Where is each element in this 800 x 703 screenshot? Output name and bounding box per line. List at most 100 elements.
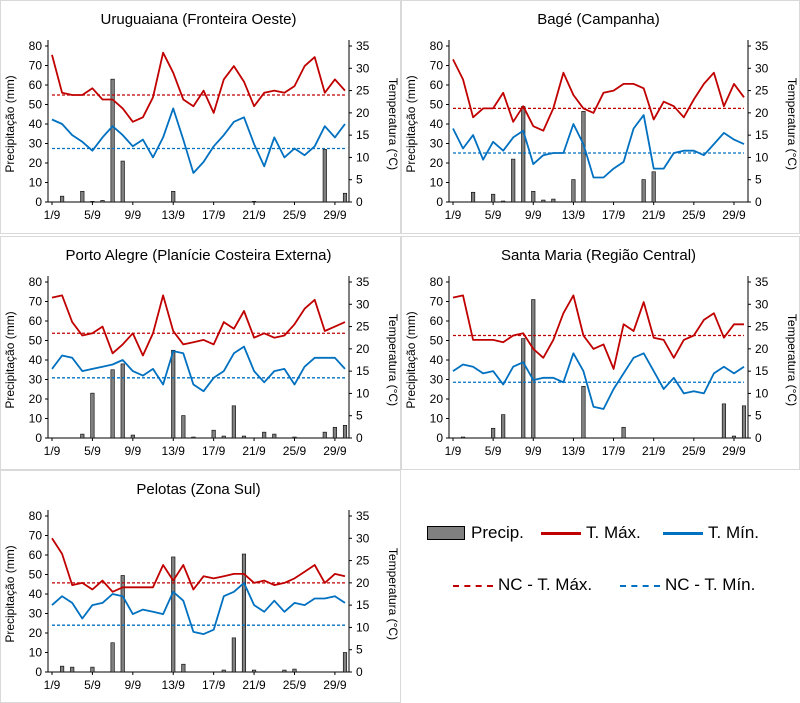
y-tick-label-right: 10 bbox=[356, 386, 370, 400]
y-axis-title-left: Precipitação (mm) bbox=[3, 75, 17, 172]
y-axis-title-right: Temperatura (°C) bbox=[785, 78, 799, 170]
y-tick-label-right: 5 bbox=[356, 643, 363, 657]
y-tick-label-left: 50 bbox=[29, 334, 43, 348]
y-tick-label-right: 10 bbox=[356, 620, 370, 634]
precip-bar bbox=[731, 435, 737, 439]
x-tick-label: 29/9 bbox=[722, 208, 746, 222]
precip-bar bbox=[501, 414, 506, 439]
x-tick-label: 25/9 bbox=[682, 444, 706, 458]
y-tick-label-left: 60 bbox=[29, 78, 43, 92]
chart-svg: Bagé (Campanha) 0 10 20 30 40 50 60 70 80 0 5 10 15 20… bbox=[401, 0, 800, 234]
x-tick-label: 5/9 bbox=[84, 444, 101, 458]
precip-bar bbox=[282, 669, 287, 673]
precip-bar bbox=[501, 200, 506, 203]
legend-label-tmax: T. Máx. bbox=[586, 523, 641, 542]
precip-bar bbox=[471, 191, 476, 203]
precip-bar bbox=[110, 642, 115, 673]
precip-bar bbox=[322, 149, 327, 203]
x-tick-label: 13/9 bbox=[162, 444, 186, 458]
y-tick-label-left: 30 bbox=[29, 137, 43, 151]
y-tick-label-right: 20 bbox=[356, 576, 370, 590]
y-tick-label-right: 5 bbox=[356, 409, 363, 423]
precip-bar bbox=[90, 666, 95, 673]
y-tick-label-left: 10 bbox=[29, 412, 43, 426]
y-tick-label-right: 20 bbox=[356, 106, 370, 120]
precip-bar bbox=[581, 111, 586, 203]
precip-bar bbox=[120, 363, 125, 439]
y-tick-label-left: 50 bbox=[29, 98, 43, 112]
precip-bar bbox=[531, 190, 536, 203]
y-tick-label-left: 0 bbox=[436, 431, 443, 445]
precip-bar bbox=[181, 415, 186, 439]
precip-bar bbox=[521, 338, 526, 439]
legend-label-nc-tmin: NC - T. Mín. bbox=[665, 575, 756, 594]
y-tick-label-left: 80 bbox=[29, 509, 43, 523]
y-tick-label-left: 70 bbox=[430, 59, 444, 73]
y-tick-label-left: 0 bbox=[35, 665, 42, 679]
y-tick-label-left: 40 bbox=[29, 117, 43, 131]
precip-bar bbox=[491, 193, 496, 203]
precip-bar bbox=[90, 392, 95, 439]
x-tick-label: 5/9 bbox=[485, 208, 502, 222]
precip-bar bbox=[60, 665, 65, 673]
y-tick-label-right: 25 bbox=[356, 84, 370, 98]
precip-bar bbox=[292, 668, 297, 673]
precip-bar bbox=[90, 201, 95, 203]
y-tick-label-left: 50 bbox=[430, 98, 444, 112]
precip-bar bbox=[80, 190, 85, 203]
precip-bar bbox=[541, 199, 546, 203]
x-tick-label: 29/9 bbox=[323, 678, 347, 692]
precip-bar bbox=[70, 666, 75, 673]
tmax-line bbox=[452, 294, 744, 370]
precip-bar bbox=[581, 386, 586, 439]
y-tick-label-right: 5 bbox=[755, 409, 762, 423]
y-tick-label-right: 20 bbox=[755, 342, 769, 356]
y-tick-label-right: 25 bbox=[356, 320, 370, 334]
chart-svg: Santa Maria (Região Central)010203040506… bbox=[401, 236, 800, 470]
chart-santa-maria: Santa Maria (Região Central) 0 10 20 30 40 50 6… bbox=[401, 236, 800, 470]
y-tick-label-left: 20 bbox=[29, 392, 43, 406]
precip-bar bbox=[322, 431, 327, 439]
precip-bar bbox=[621, 426, 626, 439]
precip-bar bbox=[211, 429, 216, 439]
legend-label-nc-tmax: NC - T. Máx. bbox=[498, 575, 593, 594]
y-axis-title-left: Precipitação (mm) bbox=[3, 311, 17, 408]
y-axis-title-left: Precipitação (mm) bbox=[404, 75, 418, 172]
precip-bar bbox=[721, 403, 726, 439]
precip-bar bbox=[241, 553, 247, 673]
precip-bar bbox=[171, 556, 176, 673]
x-tick-label: 21/9 bbox=[242, 678, 266, 692]
y-tick-label-right: 15 bbox=[356, 128, 370, 142]
precip-bar bbox=[571, 179, 576, 203]
panel-border bbox=[0, 0, 401, 234]
y-axis-title-right: Temperatura (°C) bbox=[386, 314, 400, 406]
precip-bar bbox=[272, 433, 277, 439]
y-tick-label-right: 10 bbox=[755, 150, 769, 164]
y-tick-label-right: 0 bbox=[356, 195, 363, 209]
precip-bar bbox=[191, 436, 196, 439]
y-tick-label-left: 50 bbox=[29, 568, 43, 582]
x-tick-label: 29/9 bbox=[323, 208, 347, 222]
precip-bar bbox=[221, 435, 226, 439]
y-axis-title-left: Precipitação (mm) bbox=[3, 545, 17, 642]
precip-bar bbox=[641, 179, 646, 203]
y-tick-label-left: 20 bbox=[29, 156, 43, 170]
y-tick-label-left: 40 bbox=[430, 117, 444, 131]
x-tick-label: 9/9 bbox=[525, 444, 542, 458]
y-tick-label-left: 10 bbox=[430, 176, 444, 190]
x-tick-label: 9/9 bbox=[525, 208, 542, 222]
x-tick-label: 25/9 bbox=[283, 678, 307, 692]
chart-svg: Pelotas (Zona Sul) 0 10 20 30 40 50 60 70 80 0 5 10 1… bbox=[0, 470, 401, 703]
x-tick-label: 17/9 bbox=[202, 444, 226, 458]
y-tick-label-right: 20 bbox=[755, 106, 769, 120]
legend-swatch-nc-tmax bbox=[453, 585, 493, 587]
legend-swatch-nc-tmin bbox=[620, 585, 660, 587]
x-tick-label: 25/9 bbox=[283, 208, 307, 222]
x-tick-label: 13/9 bbox=[562, 208, 586, 222]
precip-bar bbox=[231, 405, 236, 439]
tmax-line bbox=[452, 58, 745, 132]
y-tick-label-right: 35 bbox=[356, 509, 370, 523]
precip-bar bbox=[100, 200, 105, 203]
x-tick-label: 9/9 bbox=[124, 678, 141, 692]
y-axis-title-left: Precipitação (mm) bbox=[404, 311, 418, 408]
